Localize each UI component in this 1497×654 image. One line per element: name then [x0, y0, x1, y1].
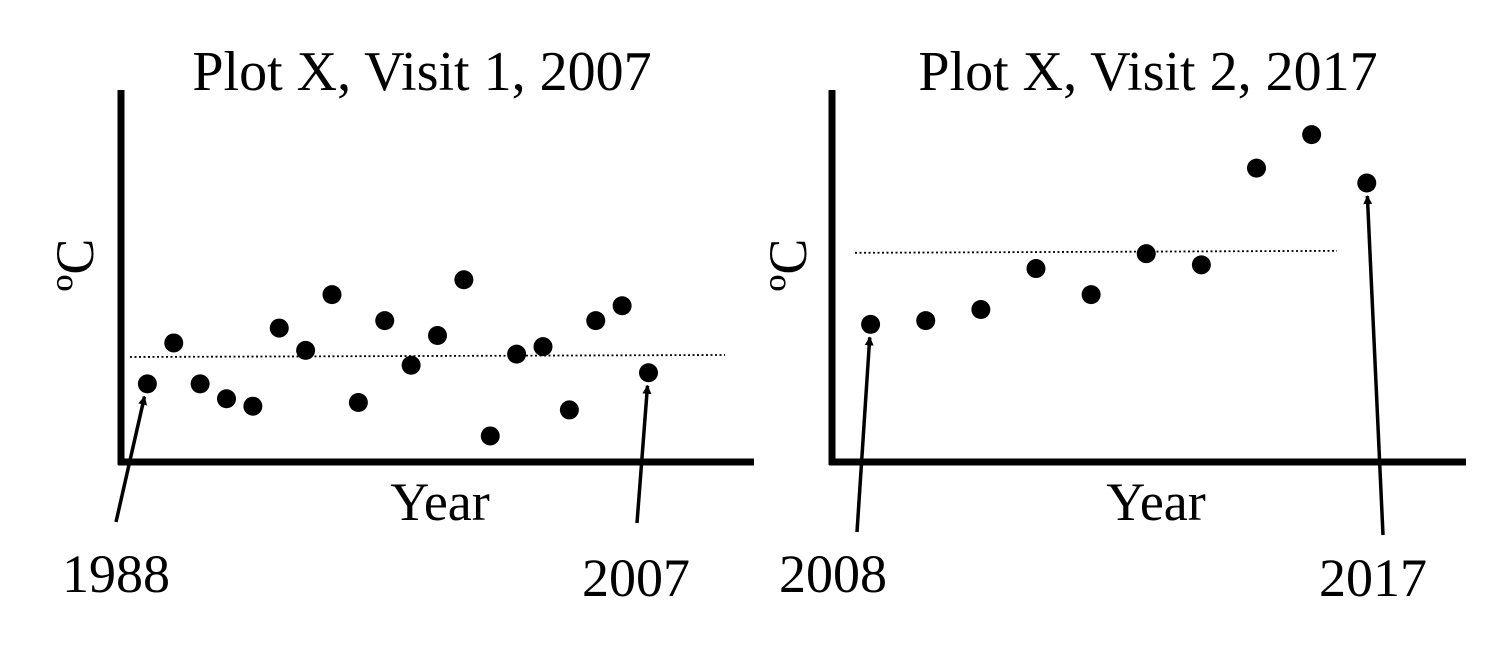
data-point [1136, 244, 1156, 264]
data-point [586, 311, 606, 331]
data-point [1081, 285, 1101, 305]
data-point [322, 285, 342, 305]
annotation-arrow [1363, 195, 1385, 536]
chart-title: Plot X, Visit 2, 2017 [918, 41, 1377, 103]
y-axis-label: ºC [45, 239, 105, 292]
chart-title: Plot X, Visit 1, 2007 [192, 41, 651, 103]
mean-reference-line [854, 249, 1338, 254]
annotation-label: 2017 [1319, 548, 1427, 608]
data-point [612, 296, 632, 316]
data-point [401, 355, 421, 375]
data-point [164, 333, 184, 353]
annotation-label: 2007 [582, 548, 690, 608]
data-point [639, 363, 658, 383]
mean-reference-line [129, 354, 726, 358]
data-point [1191, 255, 1211, 275]
data-point [861, 314, 881, 334]
chart-panel-visit-1: Plot X, Visit 1, 2007 Year ºC 1988 2007 [45, 41, 754, 608]
data-point [243, 396, 263, 416]
scatter-points: 2008 2017 [779, 125, 1427, 608]
annotation-label: 2008 [779, 544, 887, 604]
y-axis-label: ºC [758, 239, 818, 292]
chart-panel-visit-2: Plot X, Visit 2, 2017 Year ºC 2008 2017 [758, 41, 1466, 608]
annotation-label: 1988 [62, 544, 170, 604]
data-point [533, 337, 553, 357]
data-point [1302, 125, 1322, 145]
data-point [269, 318, 289, 338]
x-axis-label: Year [390, 472, 490, 532]
x-axis-label: Year [1106, 472, 1206, 532]
data-point [296, 340, 316, 360]
data-point [1247, 158, 1267, 178]
annotation-arrow [855, 336, 874, 533]
data-point [454, 270, 474, 290]
annotation-arrow [114, 395, 148, 523]
data-point [480, 426, 500, 446]
data-point [348, 392, 368, 412]
data-point [217, 389, 236, 409]
data-point [559, 400, 579, 420]
scatter-points: 1988 2007 [62, 270, 726, 608]
data-point [428, 326, 447, 346]
data-point [1026, 259, 1046, 279]
data-point [507, 344, 527, 364]
data-point [1357, 173, 1377, 193]
data-point [375, 311, 395, 331]
annotation-arrow [635, 384, 652, 524]
data-point [916, 311, 936, 331]
data-point [190, 374, 210, 394]
data-point [137, 374, 157, 394]
data-point [971, 299, 991, 319]
